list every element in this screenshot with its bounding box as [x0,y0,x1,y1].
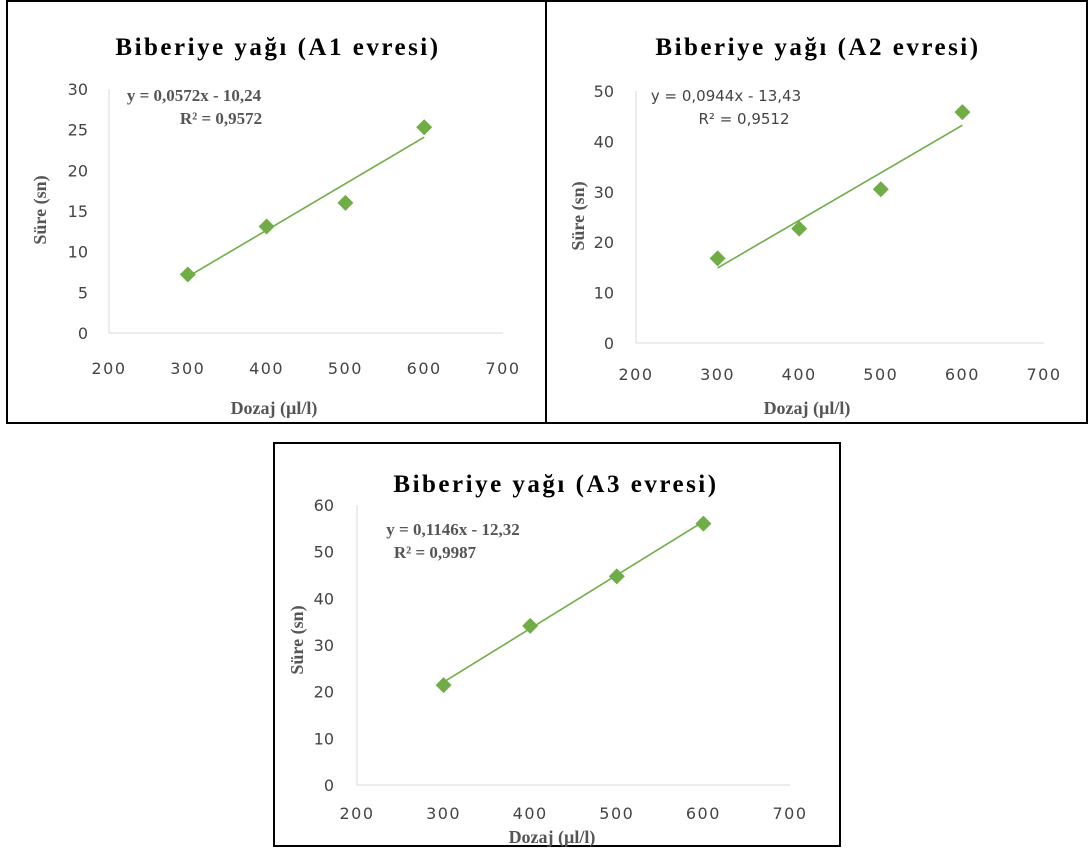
x-tick-label: 500 [328,359,363,378]
trendline-equation: y = 0,0572x - 10,24 [127,86,262,105]
x-tick-label: 200 [339,804,374,823]
x-tick-label: 500 [599,804,634,823]
x-tick-label: 300 [426,804,461,823]
data-point [258,218,275,235]
y-tick-label: 0 [324,776,334,795]
data-point [695,515,712,532]
y-tick-label: 30 [314,636,334,655]
r-squared-label: R² = 0,9512 [698,110,789,128]
chart-panel-a2: Biberiye yağı (A2 evresi) 200 300 400 500 60… [545,0,1088,424]
y-tick-label: 15 [68,202,88,221]
data-point [872,181,889,198]
y-tick-label: 10 [594,284,614,303]
chart-panel-a3: Biberiye yağı (A3 evresi) 200 300 400 500 60… [273,442,841,848]
y-tick-label: 60 [314,496,334,515]
trendline-equation: y = 0,0944x - 13,43 [651,87,801,105]
x-axis-label: Dozaj (µl/l) [509,827,596,848]
x-tick-label: 700 [772,804,807,823]
x-axis-label: Dozaj (µl/l) [231,398,318,419]
x-tick-label: 700 [485,359,520,378]
chart-title: Biberiye yağı (A2 evresi) [655,34,980,61]
x-tick-label: 200 [91,359,126,378]
chart-a3-svg: Biberiye yağı (A3 evresi) 200 300 400 500 60… [287,471,807,848]
y-tick-label: 20 [594,233,614,252]
data-point [791,220,808,237]
y-tick-label: 0 [78,324,88,343]
y-tick-label: 5 [78,283,88,302]
y-tick-label: 50 [314,543,334,562]
y-tick-label: 0 [604,334,614,353]
trendline-equation: y = 0,1146x - 12,32 [386,520,519,539]
y-tick-label: 30 [68,80,88,99]
data-point [179,266,196,283]
y-axis-label: Süre (sn) [30,175,51,244]
chart-title: Biberiye yağı (A1 evresi) [115,34,440,61]
x-tick-label: 600 [686,804,721,823]
y-tick-label: 10 [314,729,334,748]
trendline [717,124,963,269]
y-tick-label: 40 [314,589,334,608]
chart-a2-svg: Biberiye yağı (A2 evresi) 200 300 400 500 60… [568,34,1061,419]
x-tick-label: 400 [513,804,548,823]
chart-a1-svg: Biberiye yağı (A1 evresi) 200 300 400 500 60… [30,34,520,419]
x-tick-label: 700 [1026,365,1061,384]
y-axis-label: Süre (sn) [287,605,308,674]
y-axis-label: Süre (sn) [568,181,589,250]
data-point [522,617,539,634]
trendline [187,136,425,278]
data-point [416,119,433,136]
trendline [443,520,704,683]
y-tick-label: 40 [594,132,614,151]
data-point [709,250,726,267]
x-tick-label: 400 [249,359,284,378]
x-tick-label: 200 [618,365,653,384]
data-point [608,568,625,585]
x-tick-label: 500 [863,365,898,384]
y-tick-label: 25 [68,121,88,140]
chart-title: Biberiye yağı (A3 evresi) [393,471,718,498]
data-point [954,104,971,121]
chart-panel-a1: Biberiye yağı (A1 evresi) 200 300 400 500 60… [6,0,547,424]
x-tick-label: 300 [700,365,735,384]
y-tick-label: 50 [594,82,614,101]
x-tick-label: 400 [782,365,817,384]
x-tick-label: 600 [407,359,442,378]
y-tick-label: 10 [68,243,88,262]
x-tick-label: 300 [170,359,205,378]
y-tick-label: 20 [68,161,88,180]
r-squared-label: R² = 0,9987 [394,543,477,562]
data-point [435,677,452,694]
x-tick-label: 600 [945,365,980,384]
x-axis-label: Dozaj (µl/l) [764,398,851,419]
y-tick-label: 30 [594,183,614,202]
r-squared-label: R² = 0,9572 [180,109,262,128]
y-tick-label: 20 [314,683,334,702]
data-point [337,194,354,211]
